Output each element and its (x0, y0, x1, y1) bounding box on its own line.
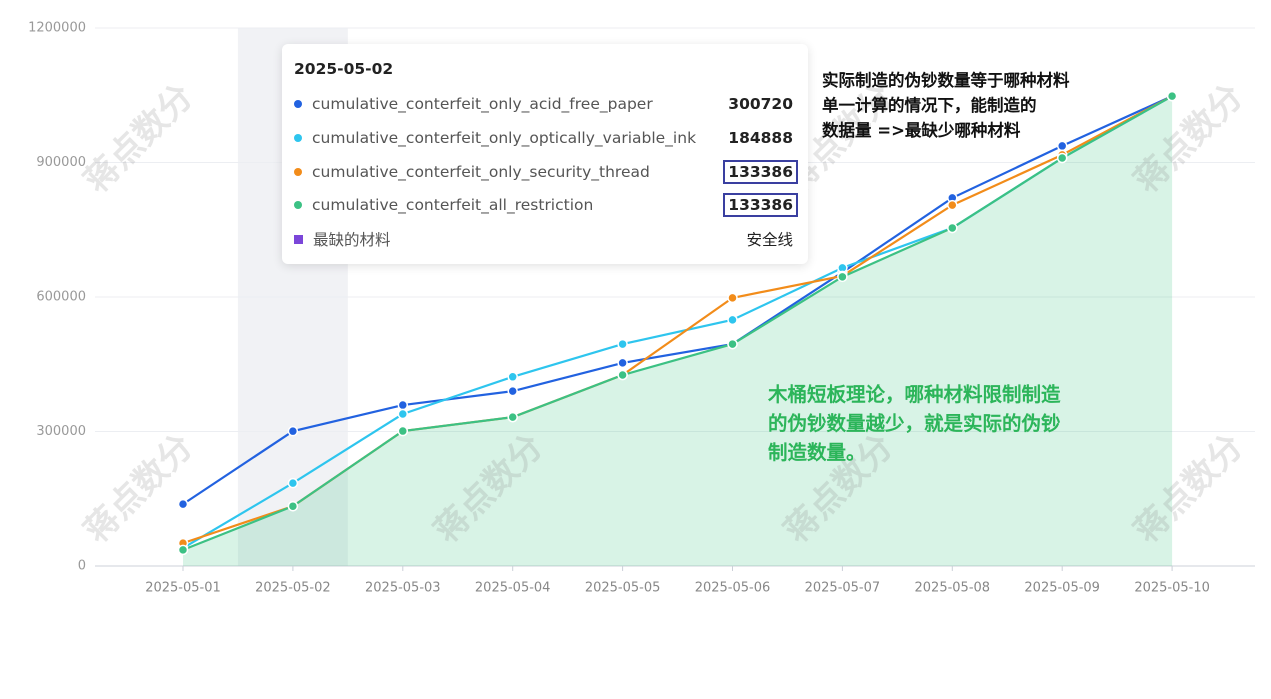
tooltip-name: cumulative_conterfeit_only_optically_var… (312, 129, 697, 147)
point (397, 425, 409, 437)
point (287, 425, 299, 437)
tooltip-row: cumulative_conterfeit_only_security_thre… (294, 160, 798, 184)
x-tick-label: 2025-05-04 (475, 581, 551, 596)
tooltip-title: 2025-05-02 (294, 60, 394, 78)
tooltip-marker (294, 134, 302, 142)
tooltip-name: cumulative_conterfeit_only_acid_free_pap… (312, 95, 653, 113)
point (617, 357, 628, 369)
tooltip-value: 184888 (728, 129, 793, 147)
y-tick-label: 300000 (36, 424, 86, 439)
tooltip: 2025-05-02 cumulative_conterfeit_only_aci… (282, 44, 808, 264)
point (837, 271, 848, 283)
point (177, 544, 189, 556)
x-tick-label: 2025-05-01 (145, 581, 221, 596)
tooltip-row: cumulative_conterfeit_only_optically_var… (294, 126, 796, 150)
x-tick-label: 2025-05-05 (585, 581, 661, 596)
x-tick-label: 2025-05-08 (915, 581, 991, 596)
area (183, 96, 1173, 566)
point (287, 477, 299, 489)
y-tick-label: 1200000 (28, 21, 86, 36)
point (617, 338, 628, 350)
x-tick-label: 2025-05-06 (695, 581, 771, 596)
y-tick-label: 600000 (36, 290, 86, 305)
tooltip-name: cumulative_conterfeit_only_security_thre… (312, 163, 650, 181)
tooltip-value: 133386 (723, 193, 798, 217)
point (507, 411, 518, 423)
annotation-line: 木桶短板理论，哪种材料限制制造 (768, 383, 1061, 406)
point (727, 338, 738, 350)
point (727, 292, 738, 304)
x-tick-label: 2025-05-03 (365, 581, 441, 596)
annotation-line: 单一计算的情况下，能制造的 (822, 96, 1037, 115)
point (617, 369, 628, 381)
y-tick-label: 900000 (36, 155, 86, 170)
point (507, 385, 518, 397)
annotation-line: 数据量 =>最缺少哪种材料 (822, 121, 1021, 140)
annotation-line: 制造数量。 (768, 441, 866, 464)
annotation: 木桶短板理论，哪种材料限制制造 的伪钞数量越少，就是实际的伪钞 制造数量。 (768, 380, 1061, 467)
tooltip-value: 300720 (728, 95, 793, 113)
x-tick-label: 2025-05-02 (255, 581, 331, 596)
tooltip-name: cumulative_conterfeit_all_restriction (312, 196, 594, 214)
point (397, 408, 409, 420)
point (507, 371, 518, 383)
line (182, 95, 1173, 506)
x-tick-label: 2025-05-07 (805, 581, 881, 596)
x-tick-label: 2025-05-09 (1024, 581, 1100, 596)
point (397, 399, 409, 411)
tooltip-name: 最缺的材料 (313, 231, 391, 249)
tooltip-row: cumulative_conterfeit_all_restriction 133… (294, 193, 798, 217)
tooltip-row: cumulative_conterfeit_only_acid_free_pap… (294, 92, 796, 116)
line (182, 95, 1173, 551)
tooltip-value: 133386 (723, 160, 798, 184)
tooltip-marker (294, 100, 302, 108)
tooltip-marker (294, 201, 302, 209)
annotation-line: 的伪钞数量越少，就是实际的伪钞 (768, 412, 1061, 435)
tooltip-marker (294, 168, 302, 176)
tooltip-row: 最缺的材料 安全线 (294, 227, 796, 251)
point (727, 314, 738, 326)
watermark: 蒋点数分 (77, 427, 201, 551)
point (1056, 152, 1068, 164)
tooltip-value: 安全线 (746, 231, 793, 249)
point (1166, 90, 1178, 102)
annotation-line: 实际制造的伪钞数量等于哪种材料 (822, 71, 1070, 90)
tooltip-marker (294, 234, 303, 244)
watermark: 蒋点数分 (77, 77, 201, 201)
point (287, 500, 299, 512)
y-tick-label: 0 (78, 559, 86, 574)
annotation: 实际制造的伪钞数量等于哪种材料 单一计算的情况下，能制造的 数据量 =>最缺少哪种材… (822, 68, 1070, 143)
point (947, 222, 958, 234)
point (947, 199, 958, 211)
x-tick-label: 2025-05-10 (1134, 581, 1210, 596)
point (177, 498, 189, 510)
